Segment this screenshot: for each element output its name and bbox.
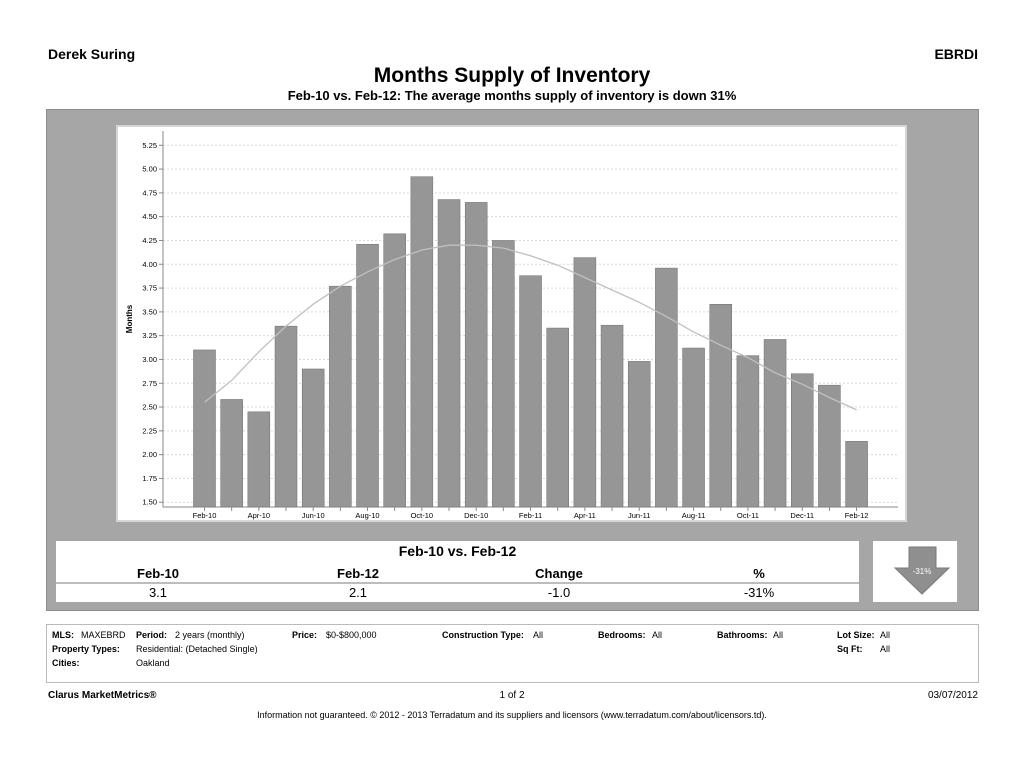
bar bbox=[301, 368, 325, 508]
bar bbox=[519, 275, 542, 508]
months-supply-chart: 1.50 1.75 2.00 2.25 2.50 2.75 3.00 3.25 3.50 3.75… bbox=[125, 131, 898, 520]
x-tick-label: Aug-10 bbox=[355, 511, 379, 520]
y-tick-label: 2.00 bbox=[142, 450, 157, 459]
x-tick-label: Oct-11 bbox=[737, 511, 759, 520]
x-tick-label: Feb-10 bbox=[193, 511, 217, 520]
period-label: Period: bbox=[136, 630, 168, 640]
y-tick-label: 4.75 bbox=[142, 188, 157, 197]
agent-name: Derek Suring bbox=[48, 46, 136, 62]
bedrooms-value: All bbox=[652, 630, 663, 640]
period-value: 2 years (monthly) bbox=[175, 630, 245, 640]
bar bbox=[736, 355, 760, 508]
x-tick-label: Feb-11 bbox=[519, 511, 542, 520]
bar bbox=[492, 240, 515, 508]
y-tick-label: 4.00 bbox=[142, 260, 157, 269]
summary-header-change: Change bbox=[535, 566, 583, 581]
bar bbox=[193, 349, 216, 508]
cities-value: Oakland bbox=[136, 658, 170, 668]
summary-header-start: Feb-10 bbox=[137, 566, 179, 581]
price-value: $0-$800,000 bbox=[326, 630, 377, 640]
bar bbox=[845, 441, 868, 508]
y-tick-label: 4.25 bbox=[142, 236, 157, 245]
disclaimer: Information not guaranteed. © 2012 - 201… bbox=[257, 710, 767, 720]
bedrooms-label: Bedrooms: bbox=[598, 630, 646, 640]
bar bbox=[627, 361, 651, 508]
summary-value-start: 3.1 bbox=[148, 585, 168, 600]
property-types-label: Property Types: bbox=[52, 644, 120, 654]
y-tick-label: 5.00 bbox=[142, 165, 157, 174]
summary-panel bbox=[56, 541, 859, 602]
bar bbox=[818, 384, 841, 508]
bar bbox=[329, 285, 352, 508]
x-tick-label: Dec-10 bbox=[464, 511, 488, 520]
sqft-value: All bbox=[880, 644, 891, 654]
bar bbox=[600, 324, 624, 508]
y-tick-label: 3.50 bbox=[142, 307, 157, 316]
y-axis-label: Months bbox=[125, 304, 134, 333]
summary-title: Feb-10 vs. Feb-12 bbox=[398, 543, 517, 559]
summary-value-end: 2.1 bbox=[348, 585, 368, 600]
bar bbox=[763, 339, 787, 508]
y-tick-label: 2.25 bbox=[142, 426, 157, 435]
change-badge-label: -31% bbox=[913, 567, 932, 576]
x-tick-label: Apr-10 bbox=[248, 511, 271, 520]
summary-header-end: Feb-12 bbox=[337, 566, 379, 581]
page-number: 1 of 2 bbox=[499, 690, 525, 701]
report-date: 03/07/2012 bbox=[927, 690, 978, 701]
price-label: Price: bbox=[292, 630, 318, 640]
y-tick-label: 1.50 bbox=[142, 498, 157, 507]
trend-line bbox=[204, 244, 857, 411]
summary-divider bbox=[56, 582, 859, 584]
brand-name: Clarus MarketMetrics® bbox=[48, 690, 157, 701]
construction-value: All bbox=[533, 630, 544, 640]
down-arrow-icon: -31% bbox=[893, 546, 951, 595]
x-tick-label: Oct-10 bbox=[411, 511, 434, 520]
bar bbox=[573, 257, 597, 508]
lot-size-label: Lot Size: bbox=[837, 630, 875, 640]
bar bbox=[464, 202, 488, 508]
bathrooms-value: All bbox=[773, 630, 784, 640]
sqft-label: Sq Ft: bbox=[837, 644, 863, 654]
x-tick-label: Dec-11 bbox=[790, 511, 814, 520]
y-tick-label: 2.75 bbox=[142, 379, 157, 388]
mls-value: MAXEBRD bbox=[81, 630, 126, 640]
x-tick-label: Aug-11 bbox=[682, 511, 706, 520]
bar bbox=[790, 373, 814, 508]
y-tick-label: 4.50 bbox=[142, 212, 157, 221]
x-tick-label: Feb-12 bbox=[845, 511, 869, 520]
x-tick-label: Apr-11 bbox=[574, 511, 596, 520]
bar bbox=[410, 176, 434, 508]
page-title: Months Supply of Inventory bbox=[373, 64, 651, 87]
bar bbox=[655, 267, 678, 508]
property-types-value: Residential: (Detached Single) bbox=[136, 644, 258, 654]
summary-header-percent: % bbox=[753, 566, 765, 581]
bar bbox=[356, 244, 379, 508]
bar bbox=[247, 411, 271, 508]
summary-value-percent: -31% bbox=[743, 585, 775, 600]
y-tick-label: 2.50 bbox=[142, 403, 157, 412]
lot-size-value: All bbox=[880, 630, 891, 640]
y-tick-label: 3.25 bbox=[142, 331, 157, 340]
y-tick-label: 3.75 bbox=[142, 284, 157, 293]
bar bbox=[220, 399, 243, 508]
y-tick-label: 1.75 bbox=[142, 474, 157, 483]
bar bbox=[274, 325, 298, 508]
bathrooms-label: Bathrooms: bbox=[717, 630, 768, 640]
bar bbox=[383, 233, 406, 508]
bar bbox=[546, 327, 569, 508]
bar bbox=[709, 303, 732, 508]
mls-name: EBRDI bbox=[934, 46, 978, 62]
construction-label: Construction Type: bbox=[442, 630, 524, 640]
y-tick-label: 5.25 bbox=[142, 141, 157, 150]
mls-label: MLS: bbox=[52, 630, 74, 640]
x-tick-label: Jun-11 bbox=[628, 511, 650, 520]
cities-label: Cities: bbox=[52, 658, 80, 668]
y-tick-label: 3.00 bbox=[142, 355, 157, 364]
summary-value-change: -1.0 bbox=[547, 585, 571, 600]
x-tick-label: Jun-10 bbox=[302, 511, 325, 520]
filter-criteria: MLS: MAXEBRD Period: 2 years (monthly) P… bbox=[46, 624, 979, 683]
bar bbox=[682, 347, 705, 508]
page-subtitle: Feb-10 vs. Feb-12: The average months su… bbox=[287, 88, 737, 103]
